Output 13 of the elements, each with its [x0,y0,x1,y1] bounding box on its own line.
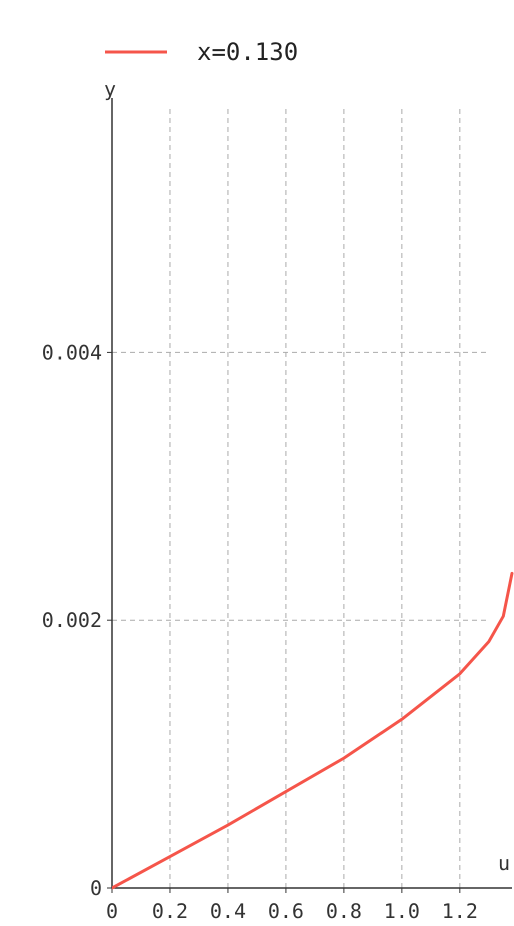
x-tick-label: 0.8 [326,899,362,923]
x-tick-label: 0 [106,899,118,923]
legend-label: x=0.130 [197,38,298,66]
x-tick-label: 0.6 [268,899,304,923]
y-tick-label: 0.004 [42,340,102,364]
x-tick-label: 0.4 [210,899,246,923]
x-axis-title: u [498,851,510,875]
y-tick-label: 0 [90,876,102,900]
x-tick-label: 1.2 [442,899,478,923]
y-tick-label: 0.002 [42,608,102,632]
x-tick-label: 1.0 [384,899,420,923]
x-tick-label: 0.2 [152,899,188,923]
y-axis-title: y [104,77,116,101]
